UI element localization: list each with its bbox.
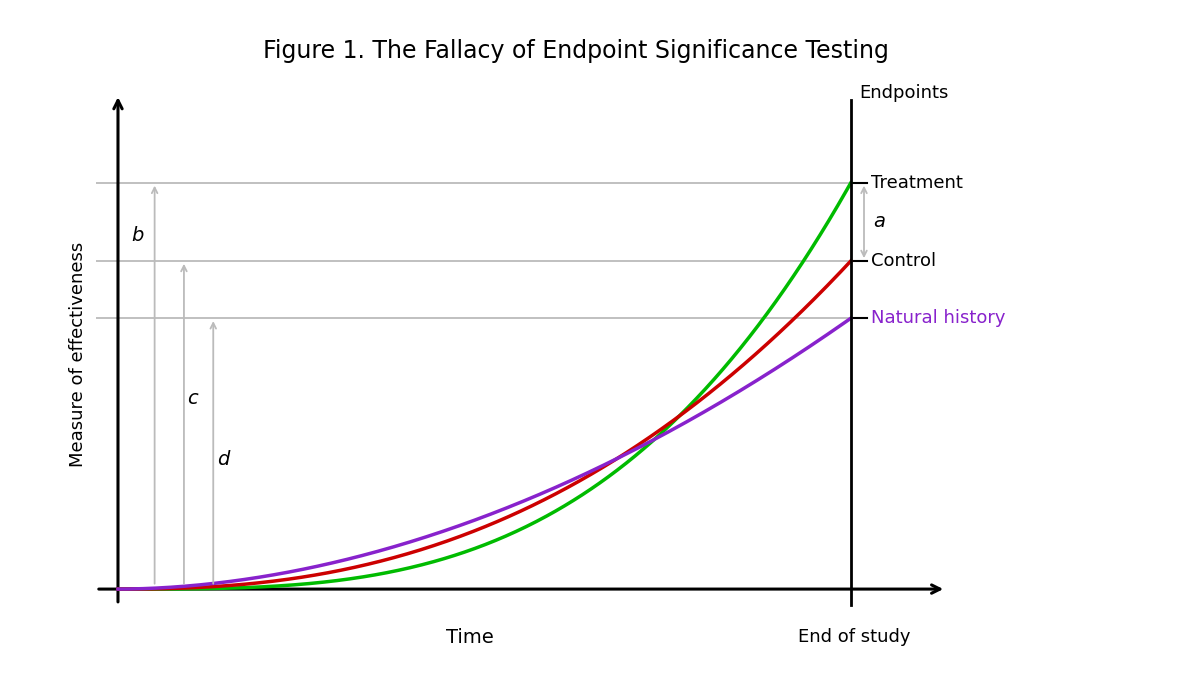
- Text: d: d: [217, 449, 229, 468]
- Text: Figure 1. The Fallacy of Endpoint Significance Testing: Figure 1. The Fallacy of Endpoint Signif…: [263, 38, 889, 63]
- Text: a: a: [872, 212, 884, 231]
- Text: c: c: [187, 389, 198, 408]
- Text: Treatment: Treatment: [870, 174, 962, 192]
- Text: b: b: [131, 226, 144, 245]
- Text: Endpoints: Endpoints: [859, 84, 949, 102]
- Text: End of study: End of study: [798, 628, 911, 646]
- Text: Control: Control: [870, 252, 936, 270]
- Text: Time: Time: [446, 628, 493, 647]
- Text: Measure of effectiveness: Measure of effectiveness: [68, 242, 86, 468]
- Text: Natural history: Natural history: [870, 309, 1006, 327]
